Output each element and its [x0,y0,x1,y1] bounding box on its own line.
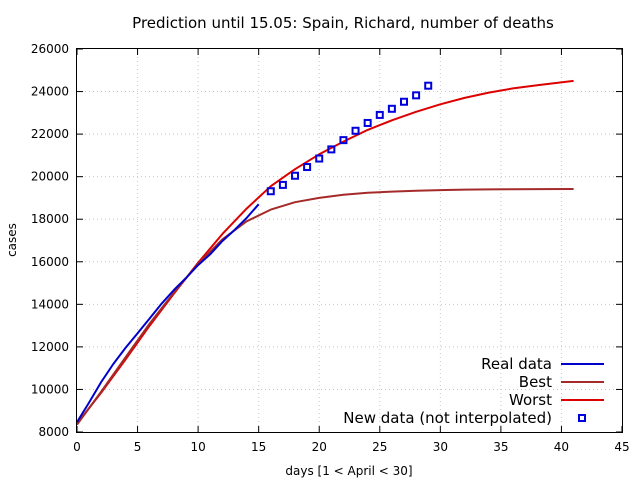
legend-label-3: New data (not interpolated) [343,409,552,427]
x-tick-label: 35 [493,440,508,454]
legend-label-1: Best [519,373,552,391]
y-tick-label: 24000 [31,85,69,99]
data-point [291,171,299,180]
x-tick-label: 25 [372,440,387,454]
data-point [375,110,384,119]
data-point [424,81,433,90]
x-tick-label: 15 [251,440,266,454]
x-axis-label: days [1 < April < 30] [285,464,412,478]
data-point [266,187,275,196]
grid [77,49,622,432]
series-line-1 [76,188,574,426]
y-tick-label: 18000 [31,212,69,226]
y-axis-label: cases [5,223,19,257]
x-tick-label: 10 [190,440,205,454]
x-tick-label: 30 [433,440,448,454]
x-tick-label: 5 [134,440,142,454]
y-tick-label: 20000 [31,170,69,184]
plot-frame [76,48,623,433]
data-point [278,180,287,189]
data-point [315,154,324,163]
chart-title: Prediction until 15.05: Spain, Richard, … [132,14,554,32]
y-tick-label: 22000 [31,127,69,141]
data-point [327,145,336,154]
data-point [363,118,372,127]
x-tick-label: 0 [73,440,81,454]
data-point [303,163,312,172]
data-point [339,136,348,145]
data-point [412,91,421,100]
y-tick-label: 8000 [38,425,69,439]
plot-area [76,79,574,426]
y-tick-label: 14000 [31,297,69,311]
data-point [351,126,360,135]
series-line-2 [76,79,574,425]
y-tick-label: 26000 [31,42,69,56]
y-tick-label: 10000 [31,382,69,396]
series-line-0 [76,203,260,423]
legend-swatch-3 [578,414,586,422]
axis-ticks: 0 5 10 15 20 25 30 35 40 45 8000 10000 12000 14000 160… [31,42,630,454]
legend-label-2: Worst [509,391,552,409]
legend-label-0: Real data [481,355,552,373]
data-point [387,104,396,113]
x-tick-label: 40 [554,440,569,454]
y-tick-label: 12000 [31,340,69,354]
x-tick-label: 45 [614,440,629,454]
y-tick-label: 16000 [31,255,69,269]
x-tick-label: 20 [312,440,327,454]
data-point [400,97,408,106]
